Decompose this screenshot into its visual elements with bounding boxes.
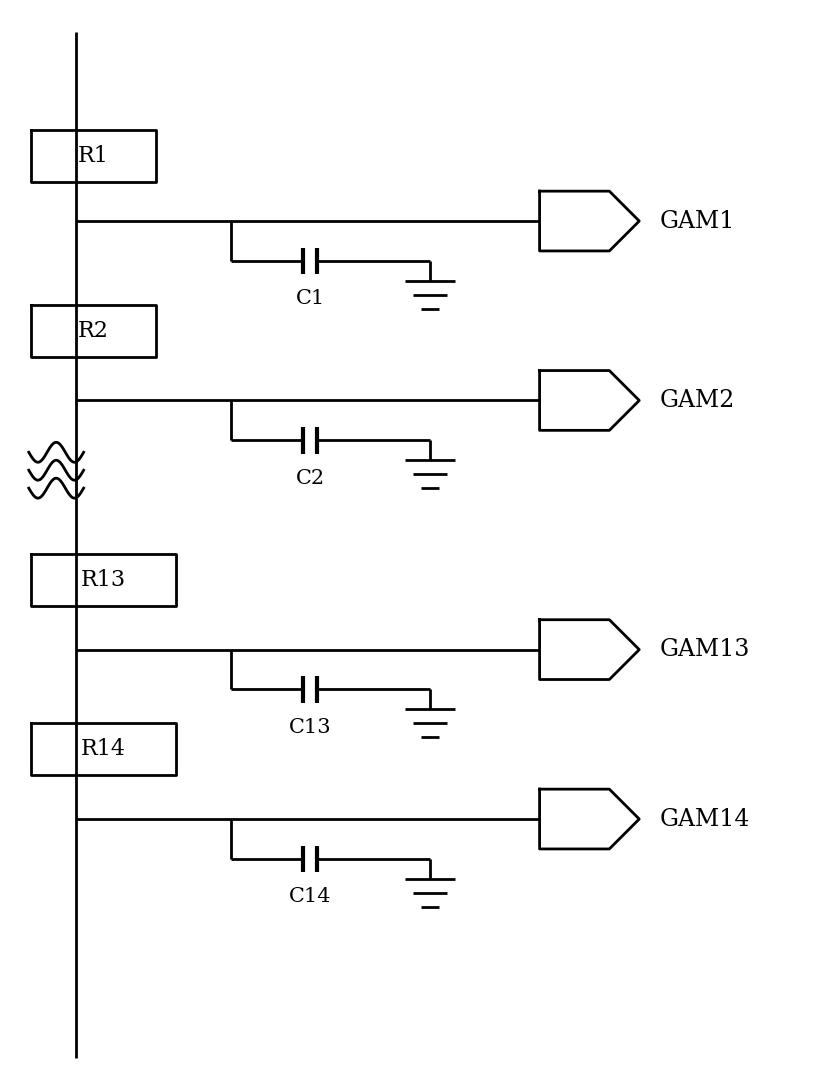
Text: C13: C13 xyxy=(289,718,332,737)
Text: GAM14: GAM14 xyxy=(659,808,750,830)
Text: C14: C14 xyxy=(289,887,332,906)
Text: C2: C2 xyxy=(296,469,325,488)
Text: R14: R14 xyxy=(81,738,126,761)
Text: R1: R1 xyxy=(78,146,109,167)
Text: GAM13: GAM13 xyxy=(659,638,750,661)
Text: GAM1: GAM1 xyxy=(659,210,735,232)
Text: C1: C1 xyxy=(295,289,325,308)
Text: GAM2: GAM2 xyxy=(659,389,735,412)
Text: R13: R13 xyxy=(81,569,126,591)
Text: R2: R2 xyxy=(78,320,109,341)
